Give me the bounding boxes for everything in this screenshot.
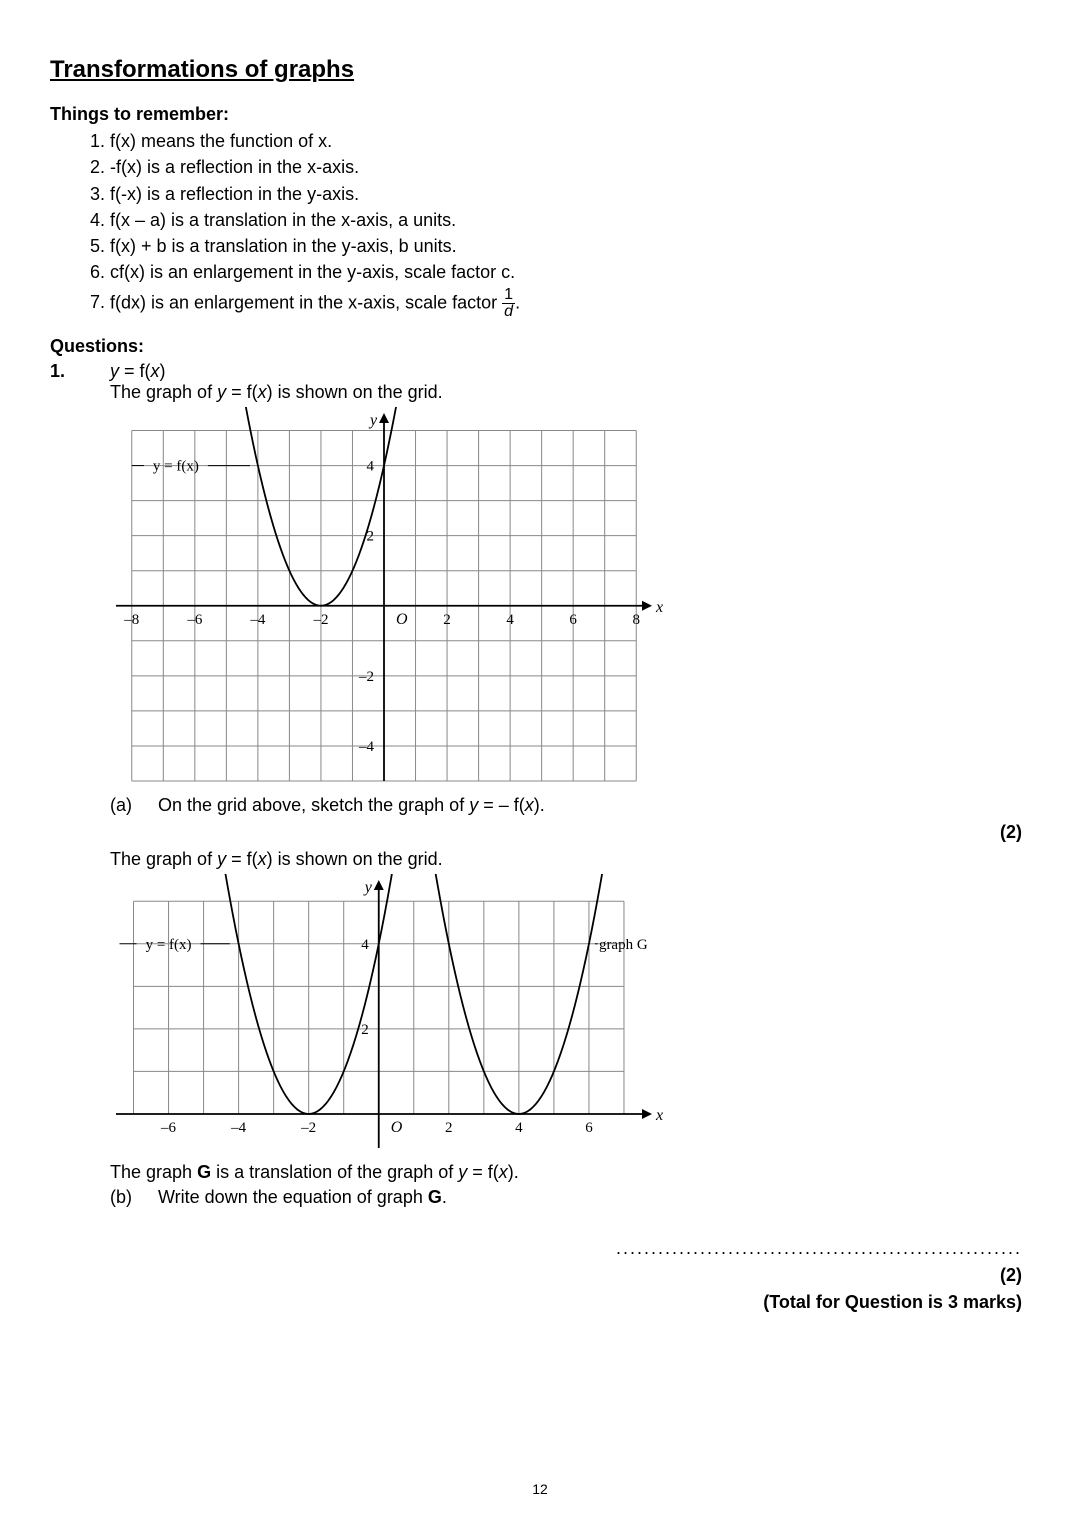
svg-text:x: x bbox=[655, 599, 663, 616]
q1-line2-y: y bbox=[217, 382, 226, 402]
question-1: 1. y = f(x) The graph of y = f(x) is sho… bbox=[50, 361, 1030, 816]
after2-mid: is a translation of the graph of bbox=[211, 1162, 458, 1182]
svg-text:–2: –2 bbox=[358, 669, 374, 685]
svg-text:y = f(x): y = f(x) bbox=[153, 458, 199, 474]
svg-text:y: y bbox=[368, 412, 378, 429]
chart2: –6 –4 –2 2 4 6 2 4 Ox y y = f(x) graph G bbox=[110, 874, 670, 1154]
fraction: 1d bbox=[502, 287, 515, 320]
after2-y: y bbox=[458, 1162, 467, 1182]
remember-list: f(x) means the function of x. -f(x) is a… bbox=[50, 129, 1030, 320]
svg-text:8: 8 bbox=[632, 612, 640, 628]
between-y: y bbox=[217, 849, 226, 869]
list-item: f(x) means the function of x. bbox=[110, 129, 1030, 153]
chart2-container: –6 –4 –2 2 4 6 2 4 Ox y y = f(x) graph G bbox=[110, 874, 1030, 1154]
page-number: 12 bbox=[0, 1481, 1080, 1497]
q1-line2-mid: = f( bbox=[226, 382, 258, 402]
marks-b: (2) bbox=[50, 1265, 1030, 1286]
svg-text:4: 4 bbox=[515, 1120, 523, 1136]
q1-line1-mid: = f( bbox=[119, 361, 151, 381]
q1-line1-post: ) bbox=[160, 361, 166, 381]
svg-text:4: 4 bbox=[367, 458, 375, 474]
q1-line2-post: ) is shown on the grid. bbox=[267, 382, 443, 402]
between-part: The graph of y = f(x) is shown on the gr… bbox=[50, 849, 1030, 1208]
questions-heading: Questions: bbox=[50, 336, 1030, 357]
remember7-pre: f(dx) is an enlargement in the x-axis, s… bbox=[110, 292, 502, 312]
marks-a: (2) bbox=[50, 822, 1030, 843]
after2-mid2: = f( bbox=[467, 1162, 499, 1182]
list-item: f(-x) is a reflection in the y-axis. bbox=[110, 182, 1030, 206]
remember7-post: . bbox=[515, 292, 520, 312]
svg-text:2: 2 bbox=[443, 612, 451, 628]
total-marks: (Total for Question is 3 marks) bbox=[50, 1292, 1030, 1313]
things-heading: Things to remember: bbox=[50, 104, 1030, 125]
svg-text:–8: –8 bbox=[123, 612, 139, 628]
page-title: Transformations of graphs bbox=[50, 56, 1030, 84]
between-x: x bbox=[258, 849, 267, 869]
svg-text:6: 6 bbox=[569, 612, 577, 628]
svg-text:y: y bbox=[363, 879, 373, 896]
part-b: (b) Write down the equation of graph G. bbox=[110, 1187, 1030, 1208]
partb-text: Write down the equation of graph G. bbox=[158, 1187, 1030, 1208]
parta-text: On the grid above, sketch the graph of y… bbox=[158, 795, 1030, 816]
svg-text:–2: –2 bbox=[300, 1120, 316, 1136]
parta-y: y bbox=[469, 795, 478, 815]
after2-pre: The graph bbox=[110, 1162, 197, 1182]
fraction-den: d bbox=[502, 304, 515, 320]
answer-line: ........................................… bbox=[50, 1238, 1030, 1259]
svg-text:2: 2 bbox=[445, 1120, 453, 1136]
chart1-container: –8–6–4–22468–4–224Oxyy = f(x) bbox=[110, 407, 1030, 787]
svg-text:4: 4 bbox=[506, 612, 514, 628]
svg-text:–6: –6 bbox=[160, 1120, 177, 1136]
between-text: The graph of y = f(x) is shown on the gr… bbox=[110, 849, 1030, 870]
between-pre: The graph of bbox=[110, 849, 217, 869]
after2-G: G bbox=[197, 1162, 211, 1182]
svg-text:–4: –4 bbox=[230, 1120, 247, 1136]
svg-text:graph G: graph G bbox=[599, 937, 648, 953]
svg-text:2: 2 bbox=[361, 1022, 369, 1038]
q1-line1-y: y bbox=[110, 361, 119, 381]
svg-text:–2: –2 bbox=[312, 612, 328, 628]
question-number: 1. bbox=[50, 361, 110, 382]
list-item: f(x) + b is a translation in the y-axis,… bbox=[110, 234, 1030, 258]
parta-pre: On the grid above, sketch the graph of bbox=[158, 795, 469, 815]
svg-text:–6: –6 bbox=[186, 612, 203, 628]
list-item: -f(x) is a reflection in the x-axis. bbox=[110, 155, 1030, 179]
chart1: –8–6–4–22468–4–224Oxyy = f(x) bbox=[110, 407, 670, 787]
svg-text:O: O bbox=[396, 611, 408, 628]
svg-text:y = f(x): y = f(x) bbox=[146, 937, 192, 953]
list-item: f(x – a) is a translation in the x-axis,… bbox=[110, 208, 1030, 232]
q1-line1: y = f(x) bbox=[110, 361, 1030, 382]
q1-line2-x: x bbox=[258, 382, 267, 402]
parta-mid: = – f( bbox=[478, 795, 525, 815]
svg-text:–4: –4 bbox=[249, 612, 266, 628]
answer-dots: ........................................… bbox=[616, 1238, 1022, 1258]
partb-post: . bbox=[442, 1187, 447, 1207]
q1-line2: The graph of y = f(x) is shown on the gr… bbox=[110, 382, 1030, 403]
q1-line2-pre: The graph of bbox=[110, 382, 217, 402]
after2-x: x bbox=[499, 1162, 508, 1182]
svg-text:4: 4 bbox=[361, 937, 369, 953]
fraction-num: 1 bbox=[502, 287, 515, 304]
svg-text:–4: –4 bbox=[358, 739, 375, 755]
parta-post: ). bbox=[534, 795, 545, 815]
parta-label: (a) bbox=[110, 795, 158, 816]
parta-x: x bbox=[525, 795, 534, 815]
partb-label: (b) bbox=[110, 1187, 158, 1208]
list-item: f(dx) is an enlargement in the x-axis, s… bbox=[110, 287, 1030, 320]
q1-line1-x: x bbox=[151, 361, 160, 381]
partb-G: G bbox=[428, 1187, 442, 1207]
svg-text:6: 6 bbox=[585, 1120, 593, 1136]
partb-pre: Write down the equation of graph bbox=[158, 1187, 428, 1207]
list-item: cf(x) is an enlargement in the y-axis, s… bbox=[110, 260, 1030, 284]
svg-text:x: x bbox=[655, 1107, 663, 1124]
after-chart2-text: The graph G is a translation of the grap… bbox=[110, 1162, 1030, 1183]
part-a: (a) On the grid above, sketch the graph … bbox=[110, 795, 1030, 816]
svg-text:O: O bbox=[391, 1119, 403, 1136]
between-mid: = f( bbox=[226, 849, 258, 869]
after2-post: ). bbox=[508, 1162, 519, 1182]
between-post: ) is shown on the grid. bbox=[267, 849, 443, 869]
